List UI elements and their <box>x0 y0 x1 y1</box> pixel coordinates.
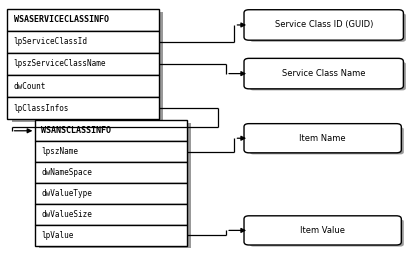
FancyBboxPatch shape <box>7 31 159 53</box>
FancyBboxPatch shape <box>35 204 187 225</box>
FancyBboxPatch shape <box>35 225 187 246</box>
FancyBboxPatch shape <box>35 120 187 141</box>
FancyBboxPatch shape <box>250 219 404 247</box>
FancyBboxPatch shape <box>7 53 159 75</box>
Text: lpszName: lpszName <box>42 147 78 156</box>
FancyBboxPatch shape <box>35 183 187 204</box>
FancyBboxPatch shape <box>250 127 404 154</box>
FancyBboxPatch shape <box>250 62 406 90</box>
Text: Item Value: Item Value <box>300 226 345 235</box>
Text: WSASERVICECLASSINFO: WSASERVICECLASSINFO <box>14 15 109 25</box>
FancyBboxPatch shape <box>7 75 159 97</box>
FancyBboxPatch shape <box>244 58 403 89</box>
FancyBboxPatch shape <box>35 162 187 183</box>
FancyBboxPatch shape <box>35 141 187 162</box>
FancyBboxPatch shape <box>39 123 191 248</box>
Text: dwNameSpace: dwNameSpace <box>42 168 92 177</box>
Text: lpClassInfos: lpClassInfos <box>14 103 69 113</box>
Text: dwValueType: dwValueType <box>42 189 92 198</box>
Text: WSANSCLASSINFO: WSANSCLASSINFO <box>42 126 111 135</box>
FancyBboxPatch shape <box>244 216 401 245</box>
Text: Service Class ID (GUID): Service Class ID (GUID) <box>274 20 373 29</box>
FancyBboxPatch shape <box>244 10 403 40</box>
FancyBboxPatch shape <box>244 124 401 153</box>
Text: lpszServiceClassName: lpszServiceClassName <box>14 59 106 69</box>
FancyBboxPatch shape <box>7 9 159 31</box>
Text: lpValue: lpValue <box>42 231 74 240</box>
Text: dwCount: dwCount <box>14 81 46 91</box>
FancyBboxPatch shape <box>250 13 406 42</box>
Text: Service Class Name: Service Class Name <box>282 69 366 78</box>
FancyBboxPatch shape <box>12 12 163 122</box>
FancyBboxPatch shape <box>7 97 159 119</box>
Text: Item Name: Item Name <box>299 134 346 143</box>
Text: lpServiceClassId: lpServiceClassId <box>14 37 88 47</box>
Text: dwValueSize: dwValueSize <box>42 210 92 219</box>
